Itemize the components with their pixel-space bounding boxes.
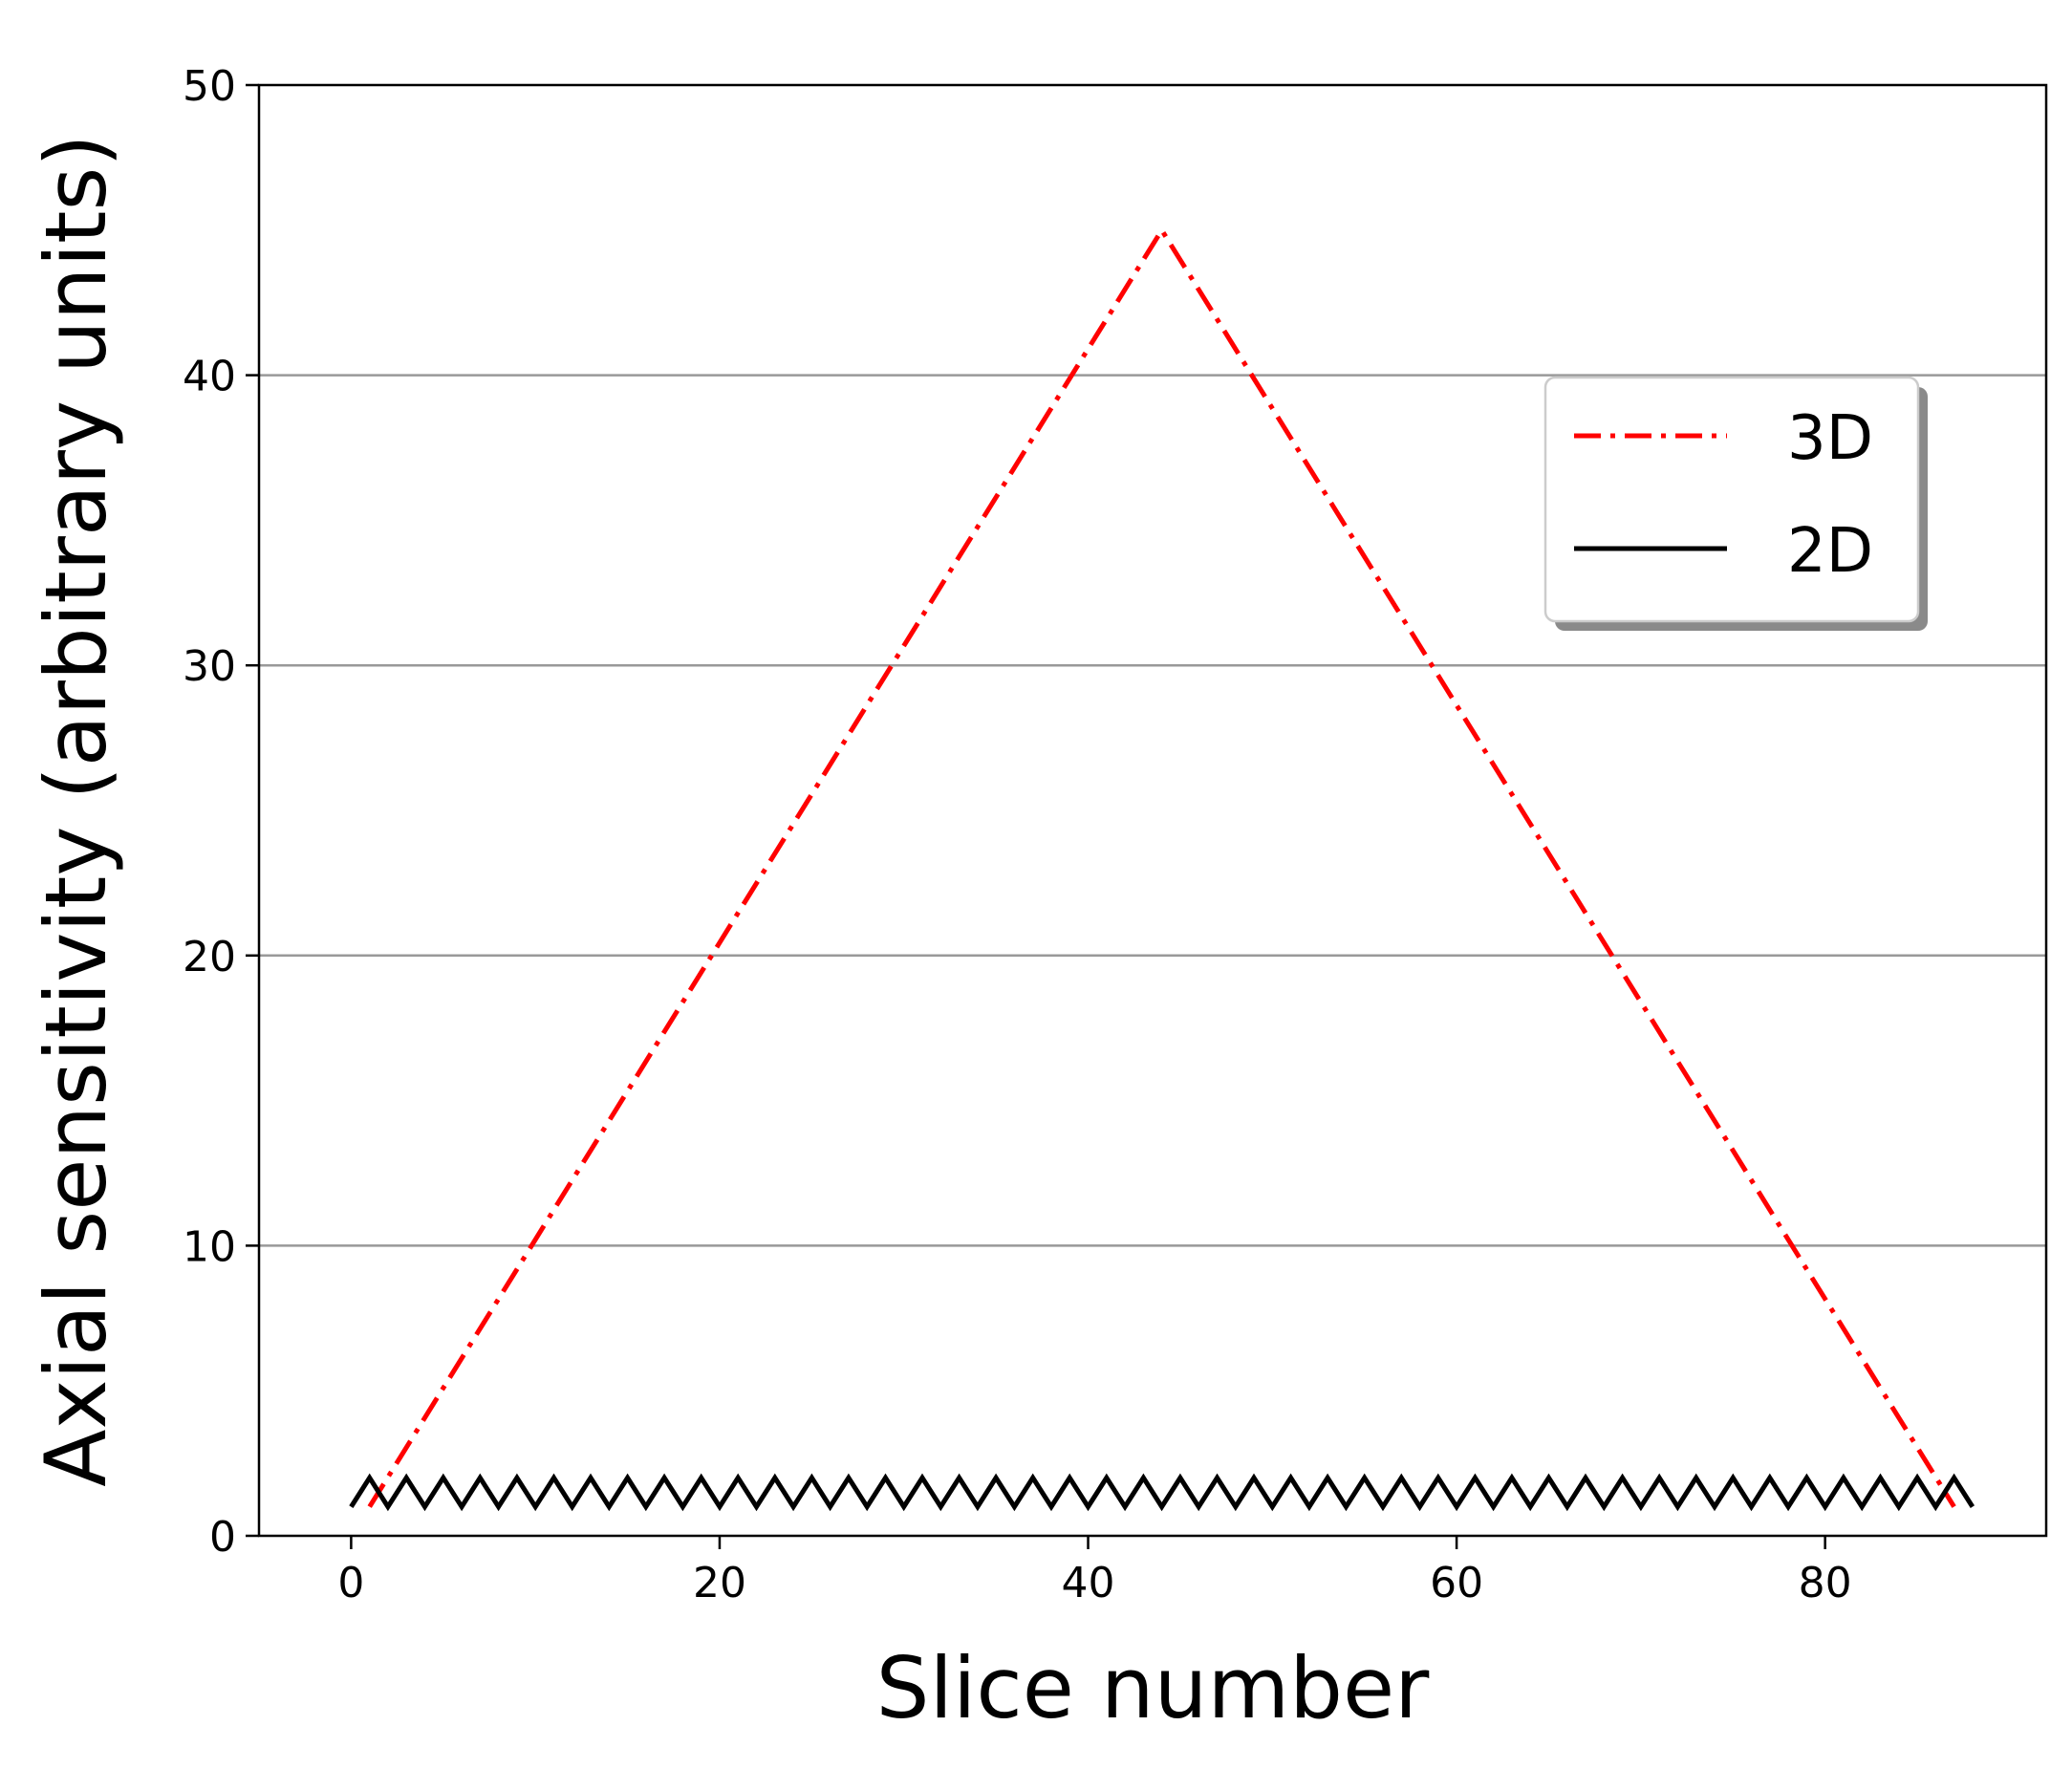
x-tick-label-0: 0 (337, 1559, 364, 1607)
y-tick-label-0: 0 (209, 1513, 236, 1562)
y-tick-label-20: 20 (183, 933, 236, 982)
grid-layer (259, 374, 2046, 1247)
x-axis-title: Slice number (876, 1639, 1431, 1737)
y-tick-label-30: 30 (183, 642, 236, 691)
y-tick-label-10: 10 (183, 1222, 236, 1271)
y-axis-title: Axial sensitivity (arbitrary units) (27, 134, 125, 1486)
y-tick-label-50: 50 (183, 62, 236, 111)
x-tick-label-60: 60 (1430, 1559, 1483, 1607)
legend-label-3d: 3D (1787, 403, 1873, 474)
x-tick-label-80: 80 (1799, 1559, 1852, 1607)
legend-label-2d: 2D (1787, 516, 1873, 587)
x-tick-label-40: 40 (1062, 1559, 1115, 1607)
tick-layer: 0 20 40 60 80 0 10 20 30 40 50 (183, 62, 1852, 1607)
x-tick-label-20: 20 (693, 1559, 746, 1607)
series-line-3d (367, 226, 1956, 1508)
y-tick-label-40: 40 (183, 353, 236, 401)
series-layer (349, 226, 1975, 1512)
legend: 3D 2D (1543, 376, 1928, 631)
legend-box (1543, 376, 1920, 623)
plot-frame (257, 83, 2048, 1538)
series-line-2d (349, 1473, 1975, 1512)
